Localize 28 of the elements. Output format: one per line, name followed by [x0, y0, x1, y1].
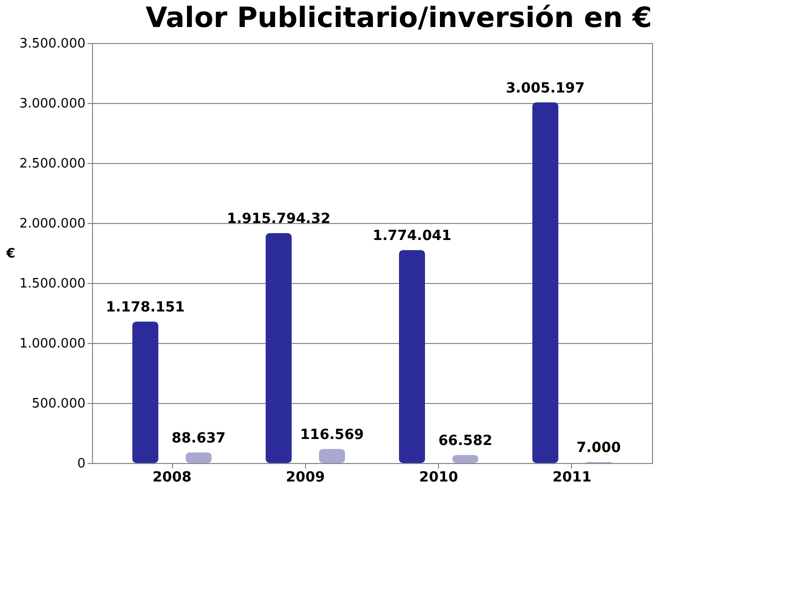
data-label: 7.000 [576, 440, 622, 456]
bar [319, 449, 345, 463]
y-tick-label: 500.000 [32, 396, 86, 412]
x-tick-label: 2008 [152, 470, 192, 486]
bar [399, 250, 425, 463]
x-tick-label: 2009 [286, 470, 325, 486]
data-label: 1.915.794.32 [226, 211, 330, 228]
data-label: 1.178.151 [106, 300, 185, 316]
data-label: 3.005.197 [506, 80, 585, 96]
x-tick-label: 2011 [552, 470, 592, 486]
bar [532, 102, 558, 463]
y-tick-label: 1.000.000 [19, 336, 86, 352]
chart-title: Valor Publicitario/inversión en € [146, 1, 652, 34]
data-label: 66.582 [438, 433, 492, 450]
y-tick-label: 1.500.000 [19, 276, 86, 292]
bar [186, 452, 212, 463]
y-tick-label: 3.500.000 [19, 36, 86, 52]
y-tick-label: 0 [77, 456, 86, 472]
y-axis-title: € [5, 246, 16, 262]
x-tick-label: 2010 [419, 470, 458, 486]
bar [266, 233, 292, 463]
data-label: 116.569 [300, 427, 364, 444]
y-tick-label: 2.000.000 [19, 216, 86, 232]
data-label: 1.774.041 [372, 228, 452, 244]
y-tick-label: 2.500.000 [19, 156, 86, 172]
bar [132, 322, 158, 463]
data-label: 88.637 [172, 430, 226, 446]
y-tick-label: 3.000.000 [19, 96, 86, 112]
